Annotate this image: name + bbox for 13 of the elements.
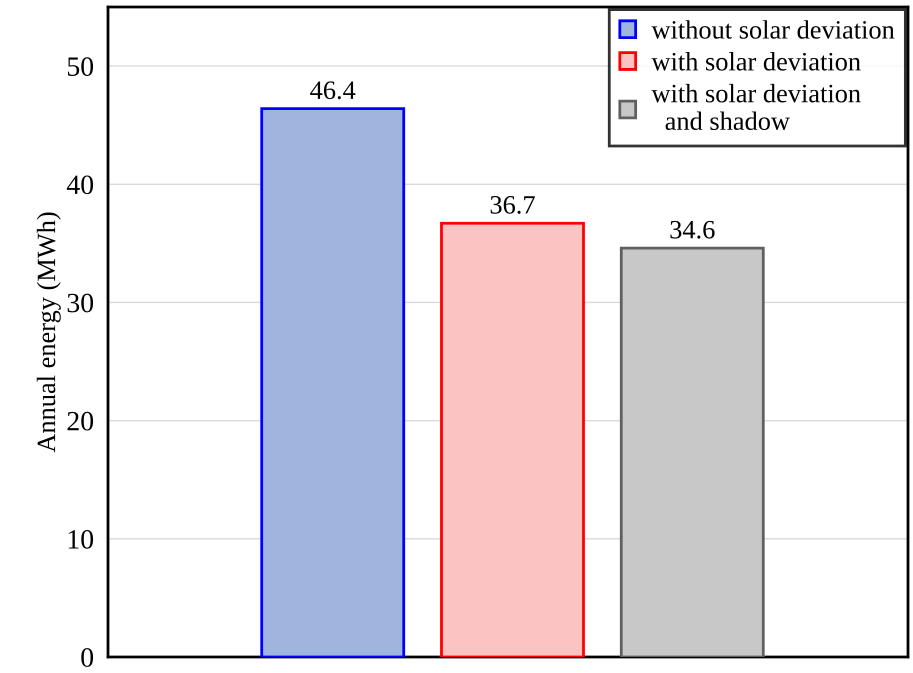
data-label: 34.6 bbox=[670, 220, 715, 239]
y-tick-label: 30 bbox=[68, 294, 94, 312]
y-tick-label: 20 bbox=[68, 412, 94, 431]
y-tick-label: 40 bbox=[66, 175, 94, 194]
legend-label: with solar deviation and shadow bbox=[652, 84, 861, 130]
legend-label: without solar deviation bbox=[652, 20, 894, 39]
y-tick-label: 50 bbox=[68, 57, 94, 76]
y-tick-label: 0 bbox=[81, 648, 94, 667]
data-label: 46.4 bbox=[310, 81, 356, 100]
data-label: 36.7 bbox=[490, 196, 535, 214]
y-axis-title: Annual energy (MWh) bbox=[36, 212, 61, 452]
legend-label: with solar deviation bbox=[652, 52, 861, 71]
y-tick-label: 10 bbox=[68, 530, 94, 549]
